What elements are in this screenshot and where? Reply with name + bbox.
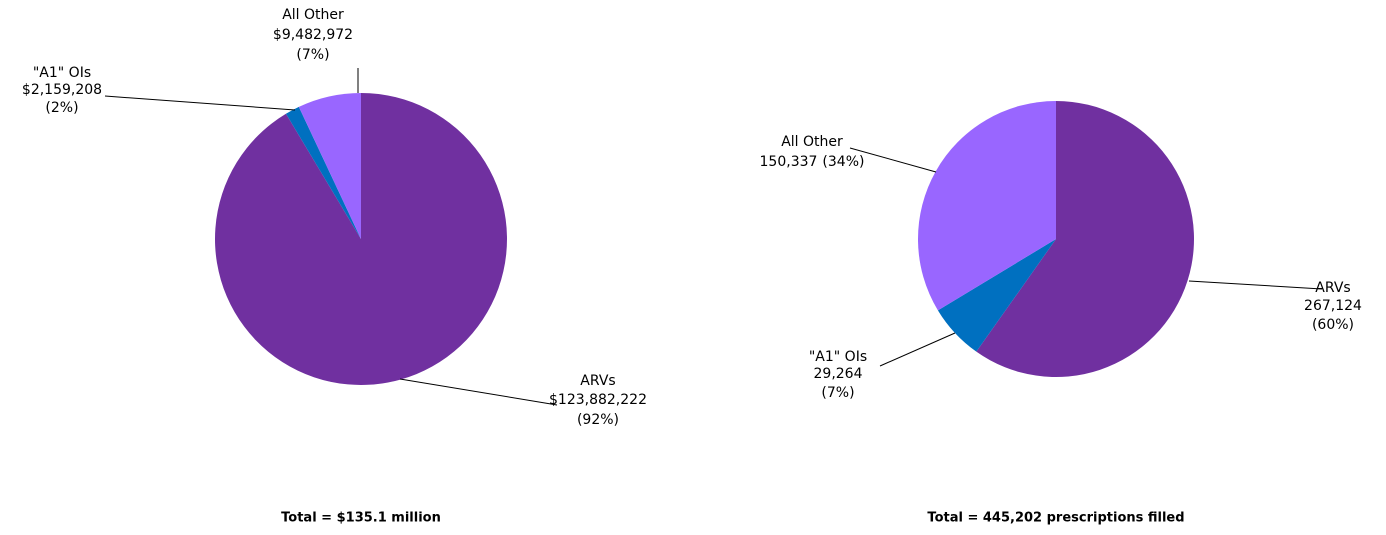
slice-value: $9,482,972 bbox=[273, 27, 353, 43]
pie-slice bbox=[285, 106, 361, 239]
slice-percent: (34%) bbox=[822, 154, 864, 170]
leader-line bbox=[879, 332, 956, 367]
slice-label: "A1" OIs bbox=[33, 65, 91, 81]
slice-label: ARVs bbox=[580, 373, 615, 389]
slice-percent: (2%) bbox=[45, 100, 78, 116]
slice-value: 150,337 bbox=[760, 154, 818, 170]
leader-line bbox=[849, 147, 937, 173]
slice-value: $2,159,208 bbox=[22, 82, 102, 98]
slice-label: All Other bbox=[282, 7, 344, 23]
leader-line bbox=[399, 378, 558, 406]
chart-title: Total = $135.1 million bbox=[281, 511, 441, 526]
slice-label: ARVs bbox=[1315, 280, 1350, 296]
slice-percent: (92%) bbox=[577, 412, 619, 428]
slice-value: 267,124 bbox=[1304, 298, 1362, 314]
chart-title: Total = 445,202 prescriptions filled bbox=[927, 511, 1184, 526]
leader-line bbox=[104, 95, 296, 111]
pie-slice bbox=[918, 100, 1056, 311]
slice-value: 29,264 bbox=[814, 366, 863, 382]
slice-percent: (60%) bbox=[1312, 317, 1354, 333]
slice-percent: (7%) bbox=[296, 47, 329, 63]
pie-slice bbox=[298, 93, 361, 239]
slice-label: All Other bbox=[781, 134, 843, 150]
leader-line bbox=[1188, 280, 1323, 290]
pie-slice bbox=[937, 239, 1056, 352]
slice-label: "A1" OIs bbox=[809, 349, 867, 365]
slice-percent: (7%) bbox=[821, 385, 854, 401]
pie-slice bbox=[976, 101, 1194, 377]
slice-value-label: 150,337 (34%) bbox=[760, 154, 865, 170]
slice-value: $123,882,222 bbox=[549, 392, 647, 408]
